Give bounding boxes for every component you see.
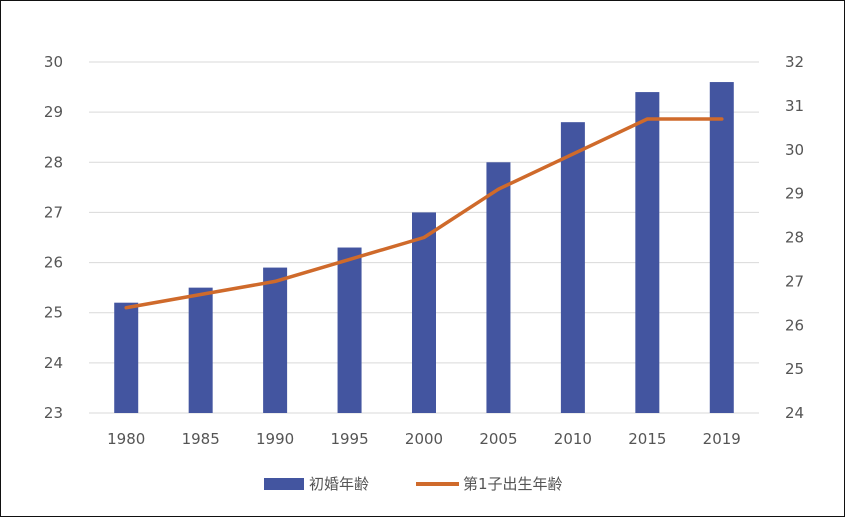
line-point <box>422 236 426 239</box>
right-tick-label: 29 <box>785 185 804 203</box>
bar <box>412 212 436 413</box>
left-tick-label: 28 <box>44 153 63 171</box>
bar <box>337 247 362 413</box>
x-tick-label: 1985 <box>182 430 220 448</box>
left-tick-label: 27 <box>44 203 63 221</box>
x-tick-label: 1995 <box>330 430 368 448</box>
left-tick-label: 23 <box>44 404 63 422</box>
right-tick-label: 24 <box>785 404 804 422</box>
right-tick-label: 30 <box>785 141 804 159</box>
right-tick-label: 25 <box>785 360 804 378</box>
x-tick-label: 2010 <box>554 430 592 448</box>
line-series-group <box>124 117 724 310</box>
bar <box>486 162 511 413</box>
right-tick-label: 32 <box>785 53 804 71</box>
bar <box>560 122 585 414</box>
x-tick-label: 2005 <box>479 430 517 448</box>
x-tick-label: 1980 <box>107 430 145 448</box>
line-point <box>273 279 277 283</box>
bar <box>709 82 734 414</box>
line-point <box>571 152 575 156</box>
bar <box>114 302 139 413</box>
left-tick-label: 26 <box>44 254 63 272</box>
left-tick-label: 29 <box>44 103 63 121</box>
bar <box>635 92 660 413</box>
right-axis-ticks: 24 25 26 27 28 29 30 31 32 <box>785 53 804 422</box>
right-tick-label: 26 <box>785 316 804 334</box>
right-tick-label: 28 <box>785 229 804 247</box>
right-tick-label: 27 <box>785 272 804 290</box>
bar <box>263 267 288 413</box>
x-tick-label: 2019 <box>703 430 741 448</box>
left-axis-ticks: 23 24 25 26 27 28 29 30 <box>44 53 63 422</box>
x-axis-ticks: 1980 1985 1990 1995 2000 2005 2010 2015 2019 <box>107 430 741 448</box>
right-tick-label: 31 <box>785 97 804 115</box>
x-tick-label: 2015 <box>628 430 666 448</box>
legend-bar-label: 初婚年齢 <box>309 475 369 493</box>
x-tick-label: 2000 <box>405 430 443 448</box>
legend-bar-swatch <box>264 478 304 490</box>
line-point <box>348 257 352 261</box>
line-point <box>124 306 128 310</box>
left-tick-label: 25 <box>44 304 63 322</box>
left-tick-label: 30 <box>44 53 63 71</box>
line-point <box>496 187 500 191</box>
line-point <box>199 293 203 297</box>
legend-line-label: 第1子出生年齢 <box>463 475 563 493</box>
bar <box>188 287 213 413</box>
line-point <box>645 117 649 121</box>
bar-series-group <box>114 82 734 414</box>
legend: 初婚年齢 第1子出生年齢 <box>264 475 563 493</box>
line-point <box>720 117 724 121</box>
left-tick-label: 24 <box>44 354 63 372</box>
x-tick-label: 1990 <box>256 430 294 448</box>
